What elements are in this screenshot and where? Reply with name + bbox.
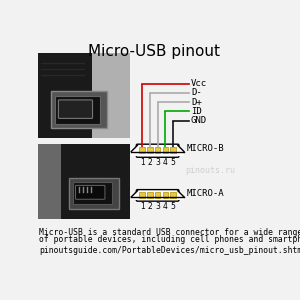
Text: 5: 5 — [171, 202, 176, 211]
Text: 5: 5 — [171, 158, 176, 167]
Text: 2: 2 — [148, 158, 152, 167]
Text: Micro-USB is a standard USB connector for a wide range: Micro-USB is a standard USB connector fo… — [39, 228, 300, 237]
Bar — [61, 144, 130, 219]
Bar — [147, 147, 153, 153]
Text: MICRO-B: MICRO-B — [187, 144, 225, 153]
FancyBboxPatch shape — [136, 144, 179, 157]
Text: of portable devices, including cell phones and smartphones: of portable devices, including cell phon… — [39, 236, 300, 244]
Bar — [38, 53, 112, 138]
Text: GND: GND — [191, 116, 207, 125]
Bar — [147, 192, 153, 198]
Bar — [55, 96, 100, 124]
Text: 3: 3 — [155, 202, 160, 211]
Bar — [92, 53, 130, 138]
Text: pinouts.ru: pinouts.ru — [185, 166, 235, 175]
Polygon shape — [178, 191, 184, 200]
FancyBboxPatch shape — [58, 100, 92, 118]
Text: 4: 4 — [163, 158, 168, 167]
Bar — [163, 192, 168, 198]
Text: 3: 3 — [155, 158, 160, 167]
Bar — [140, 147, 145, 153]
Bar — [68, 178, 119, 209]
Bar — [170, 147, 176, 153]
Bar — [38, 144, 130, 219]
Bar — [155, 147, 160, 153]
Polygon shape — [131, 191, 137, 200]
Bar — [170, 192, 176, 198]
Text: MICRO-A: MICRO-A — [187, 189, 225, 198]
FancyBboxPatch shape — [136, 190, 179, 201]
Text: D-: D- — [191, 88, 202, 98]
Text: Micro-USB pinout: Micro-USB pinout — [88, 44, 220, 59]
Text: 1: 1 — [140, 158, 145, 167]
Bar — [140, 192, 145, 198]
Text: Vcc: Vcc — [191, 79, 207, 88]
Polygon shape — [178, 145, 184, 156]
FancyBboxPatch shape — [76, 185, 105, 199]
Bar — [155, 192, 160, 198]
Bar — [52, 92, 107, 128]
Polygon shape — [131, 145, 137, 156]
Text: ID: ID — [191, 107, 202, 116]
Bar — [38, 144, 69, 219]
Bar — [73, 182, 112, 204]
Text: D+: D+ — [191, 98, 202, 107]
Text: pinoutsguide.com/PortableDevices/micro_usb_pinout.shtml: pinoutsguide.com/PortableDevices/micro_u… — [39, 246, 300, 255]
Text: 2: 2 — [148, 202, 152, 211]
Bar — [163, 147, 168, 153]
Text: 4: 4 — [163, 202, 168, 211]
Text: 1: 1 — [140, 202, 145, 211]
Bar — [38, 53, 130, 138]
